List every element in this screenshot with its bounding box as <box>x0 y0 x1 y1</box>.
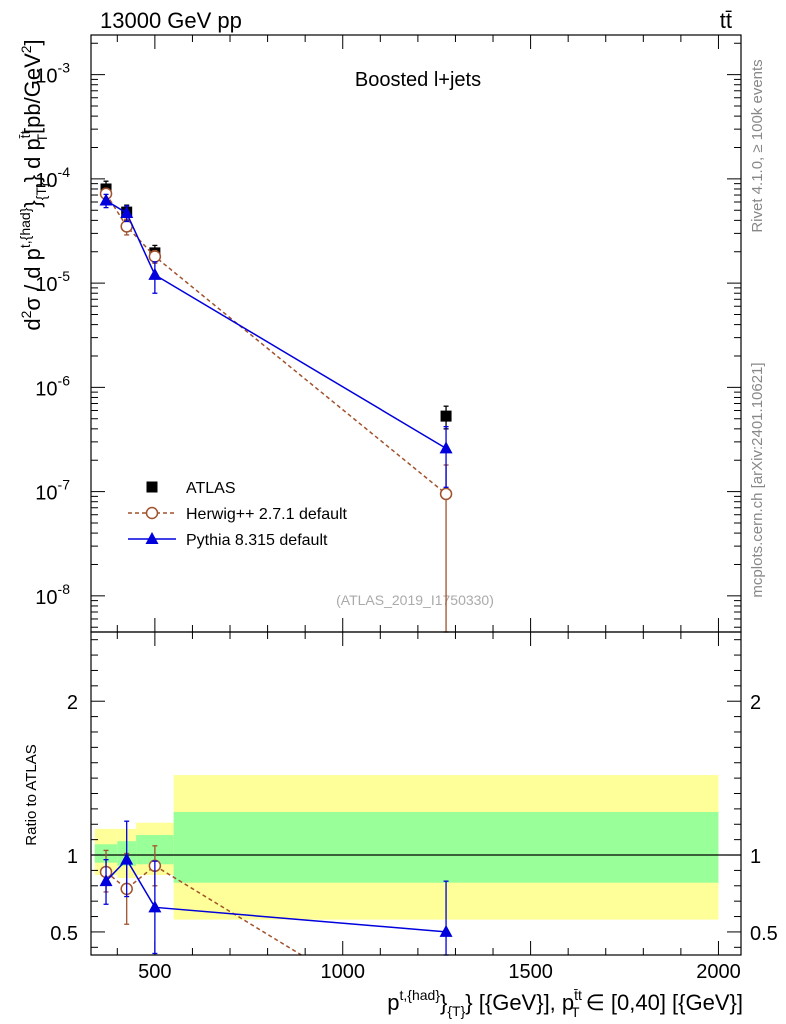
main-series-herwig <box>99 187 453 633</box>
x-tick-label-2: 1500 <box>508 961 553 983</box>
main-y-axis-label: d2σ / d pt,{had}}{T}} d pt̄tT[pb/GeV2] <box>17 39 50 330</box>
x-tick-label-1: 1000 <box>320 961 365 983</box>
y-tick-exponent: -8 <box>58 581 71 597</box>
pythia-ratio-point-0 <box>99 874 113 887</box>
y-tick-exponent: -3 <box>58 60 71 76</box>
y-tick-label-0: 10-8 <box>35 581 70 609</box>
ratio-y-axis-label: Ratio to ATLAS <box>23 744 40 845</box>
y-tick-exponent: -7 <box>58 477 71 493</box>
y-tick-base: 10 <box>35 66 57 88</box>
analysis-watermark: (ATLAS_2019_I1750330) <box>336 592 494 608</box>
ylabel-part-10: 2 <box>18 45 34 53</box>
ratio-frame <box>90 631 742 956</box>
ratio-y-tick-label-left-0: 0.5 <box>50 923 78 945</box>
main-series-atlas <box>100 180 452 430</box>
rivet-version-label: Rivet 4.1.0, ≥ 100k events <box>749 59 766 232</box>
y-tick-exponent: -5 <box>58 268 71 284</box>
main-plot-layer: 10-810-710-610-510-410-3 <box>35 34 742 633</box>
herwig-point-3 <box>439 487 453 501</box>
pythia-ratio-line <box>105 858 447 933</box>
legend-marker-atlas <box>146 481 158 493</box>
legend-item-atlas: ATLAS <box>146 480 236 497</box>
ylabel-part-2: σ / d p <box>20 248 45 311</box>
ylabel-part-6: } d p <box>20 138 45 182</box>
herwig-ratio-line <box>105 864 302 956</box>
ylabel-part-9: [pb/GeV <box>20 53 45 134</box>
xlabel-part-7: ∈ [0,40] [{GeV}] <box>580 990 744 1015</box>
pythia-ratio-point-3 <box>439 924 453 937</box>
ratio-uncertainty-bands <box>94 775 719 920</box>
main-series-pythia <box>99 193 453 488</box>
pythia-ratio-point-1 <box>120 852 134 865</box>
ratio-ticks: 0.5 0.5 1 1 2 2 500 1000 1500 2000 <box>50 632 778 983</box>
chart-title: Boosted l+jets <box>355 69 481 91</box>
ylabel-part-0: d <box>20 318 45 330</box>
band-inner-3 <box>173 811 719 883</box>
energy-label: 13000 GeV pp <box>100 8 242 33</box>
ratio-series-pythia <box>99 820 453 956</box>
y-tick-base: 10 <box>35 483 57 505</box>
y-tick-label-5: 10-3 <box>35 60 70 88</box>
y-tick-base: 10 <box>35 170 57 192</box>
x-tick-label-3: 2000 <box>696 961 741 983</box>
ylabel-part-3: t,{had} <box>17 207 33 248</box>
ylabel-part-7: t̄t <box>17 130 33 138</box>
ratio-y-tick-label-right-0: 0.5 <box>750 923 778 945</box>
pythia-ratio-point-2 <box>148 900 162 913</box>
legend-label-pythia: Pythia 8.315 default <box>186 532 328 549</box>
y-tick-exponent: -4 <box>58 164 71 180</box>
legend-label-atlas: ATLAS <box>186 480 236 497</box>
process-label: tt̄ <box>720 8 732 33</box>
legend-marker-pythia <box>145 532 159 544</box>
legend: ATLAS Herwig++ 2.7.1 default Pythia 8.315 … <box>128 480 348 549</box>
y-tick-label-1: 10-7 <box>35 477 70 505</box>
ylabel-part-11: ] <box>20 39 45 45</box>
xlabel-part-0: p <box>387 990 399 1015</box>
legend-label-herwig: Herwig++ 2.7.1 default <box>186 506 348 523</box>
ratio-y-tick-label-left-1: 1 <box>67 846 78 868</box>
legend-marker-herwig <box>145 506 159 520</box>
herwig-line <box>105 193 447 495</box>
main-y-ticks: 10-810-710-610-510-410-3 <box>35 35 741 632</box>
legend-item-pythia: Pythia 8.315 default <box>128 532 328 549</box>
herwig-point-2 <box>148 250 162 263</box>
atlas-point-3 <box>440 410 452 422</box>
pythia-line <box>105 199 447 449</box>
pythia-point-2 <box>148 267 162 280</box>
xlabel-part-1: t,{had} <box>400 987 441 1003</box>
y-tick-exponent: -6 <box>58 372 71 388</box>
ratio-y-tick-label-left-2: 2 <box>67 692 78 714</box>
xlabel-part-2: } <box>440 990 447 1015</box>
ratio-y-tick-label-right-1: 1 <box>750 846 761 868</box>
ratio-y-tick-label-right-2: 2 <box>750 692 761 714</box>
xlabel-part-3: {T} <box>447 1003 465 1019</box>
mcplots-label: mcplots.cern.ch [arXiv:2401.10621] <box>749 362 766 597</box>
xlabel-part-5: t̄t <box>574 987 582 1003</box>
ylabel-part-8: T <box>34 134 50 143</box>
ylabel-part-4: } <box>20 200 45 207</box>
pythia-point-1 <box>120 206 134 219</box>
y-tick-base: 10 <box>35 587 57 609</box>
x-axis-label: pt,{had}}{T}} [{GeV}], pt̄t T ∈ [0,40] [{… <box>387 987 743 1020</box>
y-tick-base: 10 <box>35 274 57 296</box>
pythia-point-0 <box>99 193 113 206</box>
y-tick-label-4: 10-4 <box>35 164 70 192</box>
x-tick-label-0: 500 <box>138 961 171 983</box>
xlabel-part-6: T <box>571 1004 580 1020</box>
legend-item-herwig: Herwig++ 2.7.1 default <box>128 506 348 523</box>
y-tick-label-2: 10-6 <box>35 372 70 400</box>
ratio-plot-layer: 0.5 0.5 1 1 2 2 500 1000 1500 2000 <box>50 631 778 983</box>
xlabel-part-4: } [{GeV}], p <box>465 990 574 1015</box>
ylabel-part-5: {T} <box>33 182 49 200</box>
y-tick-label-3: 10-5 <box>35 268 70 296</box>
pythia-point-3 <box>439 441 453 454</box>
y-tick-base: 10 <box>35 378 57 400</box>
ylabel-part-1: 2 <box>18 310 34 318</box>
